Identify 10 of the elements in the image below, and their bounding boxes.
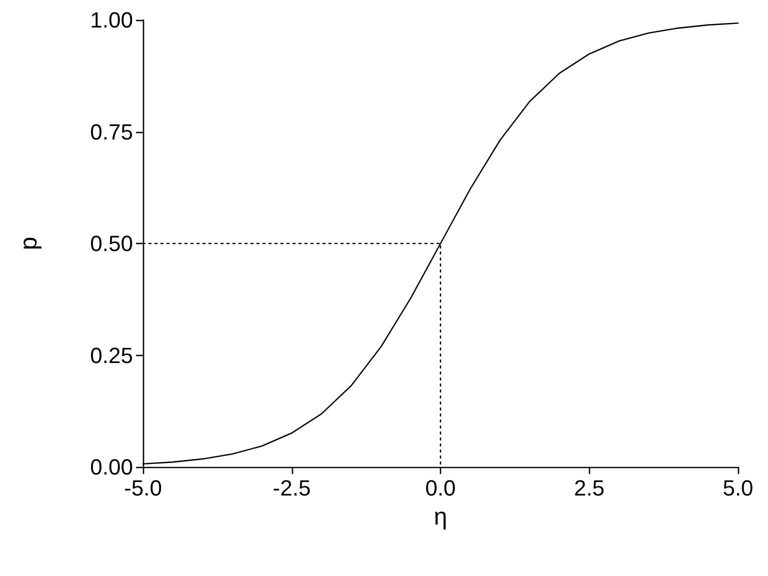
y-tick-label: 0.25 — [90, 342, 133, 368]
x-tick-label: 2.5 — [574, 476, 605, 500]
x-tick-label: 0.0 — [425, 476, 456, 500]
x-tick-label: 5.0 — [722, 476, 754, 500]
y-tick-label: 0.50 — [90, 231, 133, 256]
y-tick-label: 0.75 — [90, 119, 133, 144]
x-axis-title: η — [434, 504, 448, 530]
y-axis-title: p — [16, 236, 42, 250]
y-tick-label: 1.00 — [90, 8, 133, 32]
x-tick-label: -2.5 — [272, 476, 311, 500]
